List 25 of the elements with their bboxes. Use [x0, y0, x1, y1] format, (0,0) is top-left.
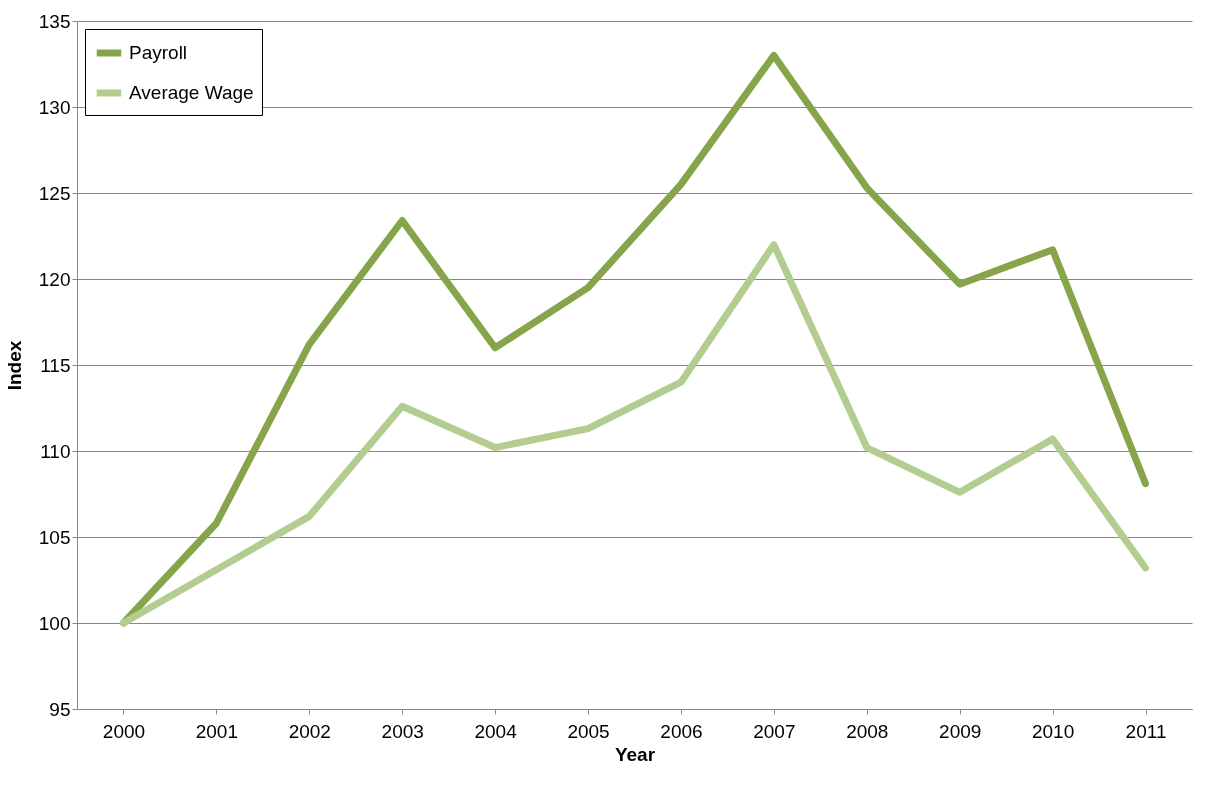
y-tick-label: 95 — [49, 698, 71, 720]
y-tick-label: 135 — [38, 10, 71, 32]
y-tick-label: 105 — [38, 526, 71, 548]
x-tick-label: 2000 — [102, 720, 146, 742]
x-axis-title: Year — [614, 743, 656, 765]
x-tick-label: 2009 — [939, 720, 982, 742]
legend-label: Average Wage — [129, 82, 254, 103]
y-tick-label: 120 — [38, 268, 71, 290]
x-tick-label: 2010 — [1031, 720, 1075, 742]
x-tick-label: 2004 — [474, 720, 518, 742]
legend-label: Payroll — [129, 42, 188, 63]
x-tick-label: 2001 — [195, 720, 239, 742]
x-tick-label: 2011 — [1125, 720, 1167, 742]
y-tick-label: 125 — [38, 182, 71, 204]
y-tick-label: 100 — [38, 612, 71, 634]
x-tick-label: 2002 — [288, 720, 331, 742]
x-tick-label: 2003 — [381, 720, 424, 742]
y-tick-label: 130 — [38, 96, 71, 118]
x-tick-label: 2006 — [660, 720, 703, 742]
y-tick-label: 115 — [40, 354, 71, 376]
x-tick-label: 2008 — [846, 720, 889, 742]
x-tick-label: 2007 — [753, 720, 796, 742]
y-tick-label: 110 — [40, 440, 71, 462]
x-tick-label: 2005 — [567, 720, 610, 742]
y-axis-title: Index — [3, 340, 25, 391]
